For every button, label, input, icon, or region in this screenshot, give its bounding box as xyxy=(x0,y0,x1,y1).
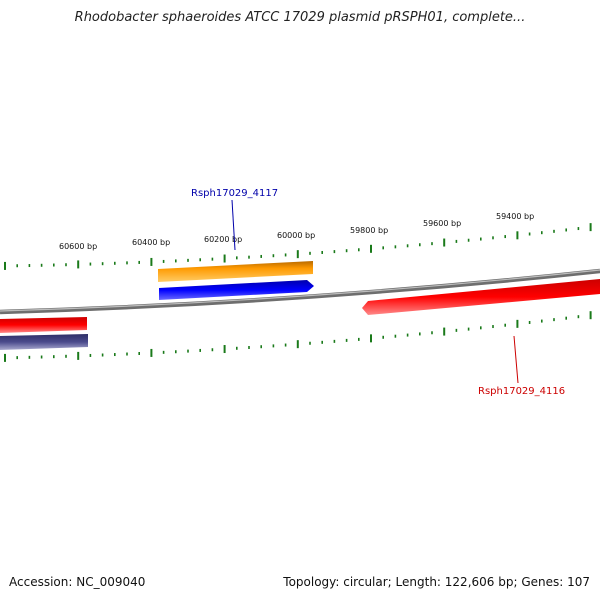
lower-label-pointer xyxy=(513,335,519,384)
upper-ruler xyxy=(4,223,592,270)
ruler-label-59800: 59800 bp xyxy=(350,226,388,235)
gene-label-lower[interactable]: Rsph17029_4116 xyxy=(478,386,565,397)
ruler-label-60600: 60600 bp xyxy=(59,242,97,251)
ruler-label-59600: 59600 bp xyxy=(423,219,461,228)
accession-text: Accession: NC_009040 xyxy=(9,575,146,589)
gene-red-rsph17029-4116[interactable] xyxy=(362,279,600,315)
ruler-label-60400: 60400 bp xyxy=(132,238,170,247)
backbone-highlight xyxy=(0,269,600,312)
ruler-label-60200: 60200 bp xyxy=(204,235,242,244)
gene-navy-left[interactable] xyxy=(0,334,88,350)
gene-label-upper[interactable]: Rsph17029_4117 xyxy=(191,188,278,199)
topology-summary: Topology: circular; Length: 122,606 bp; … xyxy=(283,575,590,589)
gene-blue-rsph17029-4117[interactable] xyxy=(159,280,314,300)
plasmid-backbone xyxy=(0,268,600,315)
ruler-label-59400: 59400 bp xyxy=(496,212,534,221)
map-title: Rhodobacter sphaeroides ATCC 17029 plasm… xyxy=(74,10,526,25)
ruler-label-60000: 60000 bp xyxy=(277,231,315,240)
gene-orange[interactable] xyxy=(158,261,313,282)
gene-red-left[interactable] xyxy=(0,317,87,333)
upper-label-pointer xyxy=(231,199,236,251)
lower-ruler xyxy=(4,311,592,362)
